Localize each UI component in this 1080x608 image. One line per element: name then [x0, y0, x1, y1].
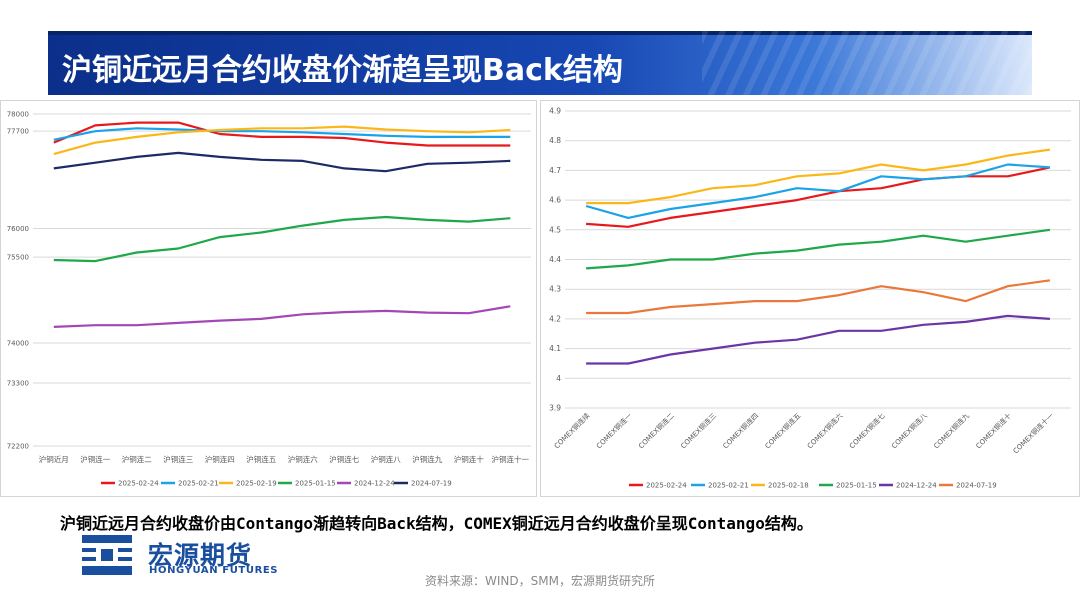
y-tick-label: 77700	[7, 128, 29, 136]
shfe-copper-line-chart: 72200 73300 74000 75500 76000 77700 78000 沪铜近月 沪…	[7, 111, 531, 488]
x-tick-label: 沪铜连十	[454, 454, 484, 464]
series-line-2025-02-18	[586, 148, 1051, 205]
page-title: 沪铜近远月合约收盘价渐趋呈现Back结构	[62, 53, 623, 88]
logo-chinese-name: 宏源期货	[148, 541, 253, 570]
series-line-2025-02-21	[585, 163, 1050, 220]
legend-label: 2024-07-19	[411, 480, 452, 488]
x-tick-label: 沪铜连五	[246, 454, 276, 464]
series-line-2025-01-15	[53, 215, 511, 263]
x-tick-label: 沪铜连十一	[492, 454, 530, 464]
legend-label: 2025-01-15	[295, 480, 336, 488]
series-line-2024-12-24	[586, 314, 1050, 365]
legend-label: 2024-12-24	[354, 480, 395, 488]
series-line-2024-07-19	[586, 279, 1051, 315]
series-line-2025-02-19	[53, 125, 511, 156]
series-line-2025-01-15	[586, 228, 1051, 270]
company-logo: 宏源期货 HONGYUAN FUTURES	[70, 528, 310, 580]
x-tick-label: 沪铜连一	[80, 454, 110, 464]
x-tick-label: COMEX铜连十	[974, 411, 1013, 450]
source-note: 资料来源：WIND，SMM，宏源期货研究所	[425, 574, 655, 588]
y-tick-label: 78000	[7, 111, 29, 119]
x-tick-label: COMEX铜连五	[763, 411, 802, 450]
legend-label: 2025-02-18	[768, 482, 809, 490]
x-tick-label: 沪铜连八	[371, 454, 401, 464]
x-tick-label: 沪铜连四	[205, 454, 235, 464]
x-tick-label: 沪铜连三	[163, 454, 193, 464]
y-tick-label: 4.1	[549, 344, 561, 353]
y-tick-label: 4.2	[549, 314, 561, 323]
legend-label: 2024-07-19	[956, 482, 997, 490]
x-tick-label: COMEX铜连一	[594, 411, 633, 450]
legend-label: 2025-02-21	[178, 480, 219, 488]
legend-label: 2025-02-19	[236, 480, 277, 488]
y-tick-label: 4.9	[549, 107, 561, 116]
x-tick-label: COMEX铜连六	[805, 411, 844, 450]
x-tick-label: COMEX铜连七	[847, 411, 886, 450]
legend-label: 2024-12-24	[896, 482, 937, 490]
x-tick-label: 沪铜连二	[122, 454, 152, 464]
x-tick-label: 沪铜近月	[39, 454, 69, 464]
legend-label: 2025-02-21	[708, 482, 749, 490]
y-tick-label: 4.6	[549, 196, 561, 205]
x-tick-label: 沪铜连六	[288, 454, 318, 464]
series-line-2024-07-19	[53, 151, 511, 173]
x-tick-label: COMEX铜连十一	[1011, 411, 1055, 455]
comex-copper-chart-panel: 3.9 4 4.1 4.2 4.3 4.4 4.5 4.6 4.7 4.8 4.9 COMEX铜连续 C…	[540, 100, 1080, 497]
shfe-copper-chart-panel: 72200 73300 74000 75500 76000 77700 78000 沪铜近月 沪…	[0, 100, 537, 497]
legend-label: 2025-01-15	[836, 482, 877, 490]
x-tick-label: COMEX铜连三	[679, 411, 718, 450]
x-tick-label: COMEX铜连四	[721, 411, 760, 450]
title-bar: 沪铜近远月合约收盘价渐趋呈现Back结构	[48, 31, 1032, 95]
y-tick-label: 4.3	[549, 285, 561, 294]
x-tick-label: COMEX铜连八	[889, 411, 928, 450]
series-line-2024-12-24	[53, 305, 511, 328]
y-tick-label: 4	[556, 374, 561, 383]
title-decoration	[702, 31, 1032, 95]
series-line-2025-02-24	[586, 166, 1051, 228]
series-line-2025-02-21	[53, 127, 511, 141]
legend-label: 2025-02-24	[646, 482, 687, 490]
y-tick-label: 73300	[7, 380, 29, 388]
x-tick-label: COMEX铜连二	[636, 411, 675, 450]
x-tick-label: COMEX铜连续	[552, 411, 591, 450]
y-tick-label: 4.8	[549, 136, 561, 145]
y-tick-label: 4.7	[549, 166, 561, 175]
y-tick-label: 4.5	[549, 225, 561, 234]
y-tick-label: 74000	[7, 339, 29, 347]
x-tick-label: 沪铜连九	[412, 454, 442, 464]
y-tick-label: 75500	[7, 254, 29, 262]
hongyuan-logo-icon	[76, 535, 138, 575]
y-tick-label: 4.4	[549, 255, 561, 264]
x-tick-label: COMEX铜连九	[932, 411, 971, 450]
legend-label: 2025-02-24	[118, 480, 159, 488]
x-tick-label: 沪铜连七	[329, 454, 359, 464]
y-tick-label: 3.9	[549, 404, 561, 413]
series-line-2025-02-24	[53, 121, 511, 147]
logo-english-name: HONGYUAN FUTURES	[149, 565, 279, 576]
y-tick-label: 76000	[7, 225, 29, 233]
y-tick-label: 72200	[7, 443, 29, 451]
summary-text: 沪铜近远月合约收盘价由Contango渐趋转向Back结构，COMEX铜近远月合…	[60, 514, 813, 533]
